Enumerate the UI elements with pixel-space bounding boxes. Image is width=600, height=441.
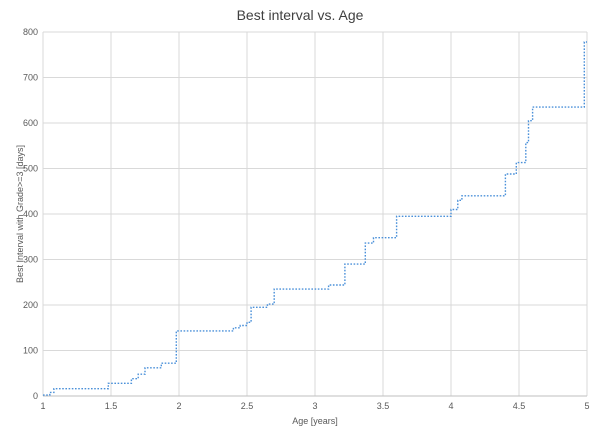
y-tick-label: 0 (33, 391, 38, 401)
x-tick-label: 4 (448, 401, 453, 411)
x-axis-title: Age [years] (292, 416, 338, 426)
x-tick-label: 1.5 (105, 401, 118, 411)
y-axis-title: Best Interval with Grade>=3 [days] (15, 145, 25, 283)
y-tick-label: 700 (23, 73, 38, 83)
y-tick-label: 600 (23, 118, 38, 128)
y-tick-label: 400 (23, 209, 38, 219)
x-tick-label: 5 (584, 401, 589, 411)
y-tick-label: 100 (23, 346, 38, 356)
grid (43, 32, 587, 396)
x-tick-label: 4.5 (513, 401, 526, 411)
y-tick-labels: 0 100 200 300 400 500 600 700 800 (23, 27, 38, 401)
x-tick-label: 3 (312, 401, 317, 411)
y-tick-label: 800 (23, 27, 38, 37)
x-tick-label: 2 (176, 401, 181, 411)
x-tick-label: 3.5 (377, 401, 390, 411)
x-tick-label: 1 (40, 401, 45, 411)
y-tick-label: 300 (23, 255, 38, 265)
chart-title: Best interval vs. Age (237, 7, 364, 23)
y-tick-label: 200 (23, 300, 38, 310)
x-tick-labels: 1 1.5 2 2.5 3 3.5 4 4.5 5 (40, 401, 589, 411)
y-tick-label: 500 (23, 164, 38, 174)
x-tick-label: 2.5 (241, 401, 254, 411)
